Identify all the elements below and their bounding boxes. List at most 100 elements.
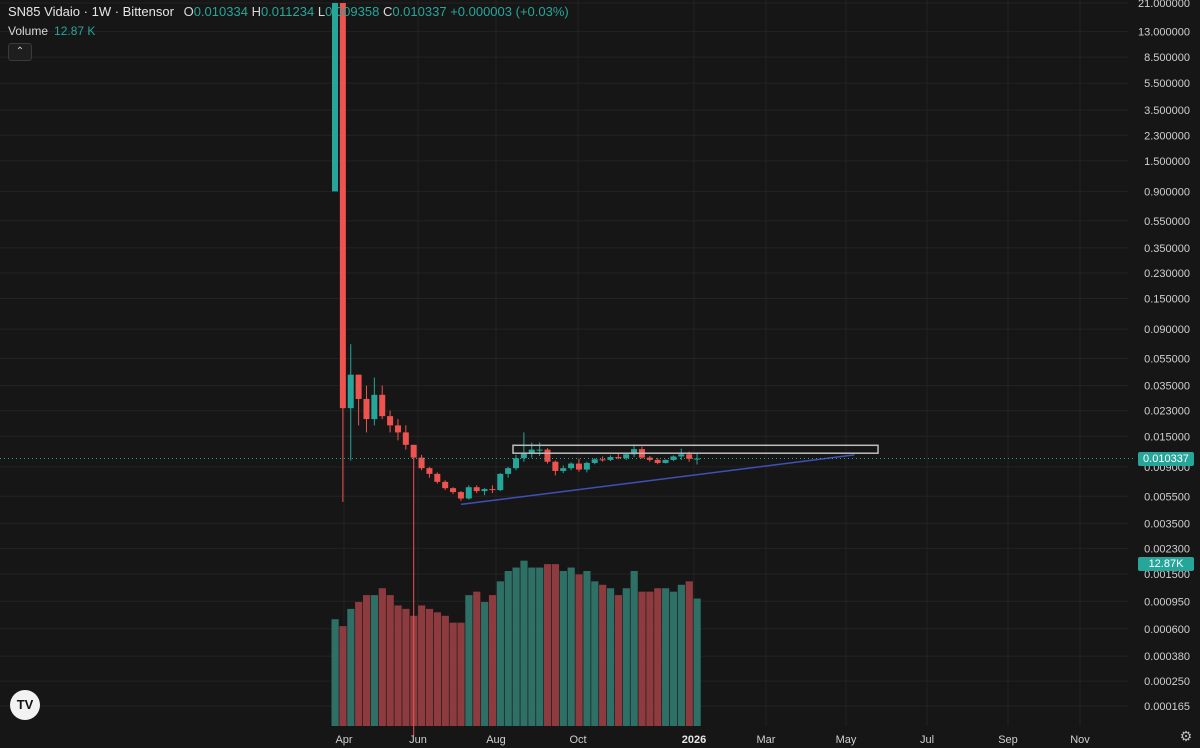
symbol-header: SN85 Vidaio · 1W · Bittensor O0.010334 H… [8,4,569,19]
volume-bar [355,602,363,726]
candle-body [332,3,338,192]
candle-body [631,449,638,455]
close-value: 0.010337 [392,4,447,19]
volume-bar [536,567,544,726]
y-tick-label: 0.000165 [1144,701,1190,713]
x-tick-label: May [836,734,857,746]
volume-label: Volume [8,24,49,38]
x-tick-label: Jul [920,734,934,746]
candle-body [583,462,590,470]
volume-bar [520,560,528,726]
candle-body [481,489,488,492]
volume-bar [433,612,442,726]
symbol-title[interactable]: SN85 Vidaio · 1W · Bittensor [8,4,174,19]
y-tick-label: 0.001500 [1144,569,1190,581]
open-label: O [183,4,194,19]
volume-bar [551,564,560,726]
y-tick-label: 0.150000 [1144,294,1190,306]
rectangle-drawing [512,444,879,454]
candle-body [544,449,551,462]
candle-body [568,463,575,469]
y-tick-label: 0.055000 [1144,354,1190,366]
y-tick-label: 0.550000 [1144,216,1190,228]
volume-bar [488,595,497,726]
volume-bar [630,571,638,726]
volume-bar [599,584,607,726]
open-value: 0.010334 [193,4,248,19]
volume-bar [677,584,685,726]
candle-body [520,453,527,459]
candle-body [347,374,354,409]
tradingview-logo[interactable]: TV [10,690,40,720]
x-tick-label: Apr [335,734,352,746]
gear-icon[interactable]: ⚙ [1179,728,1193,744]
candle-body [339,3,346,409]
volume-bar [339,626,347,726]
volume-bar [646,591,654,726]
low-value: 0.009358 [325,4,380,19]
volume-bar [362,595,371,726]
candle-body [560,468,567,471]
price-axis[interactable]: 21.000000 13.000000 8.500000 5.500000 3.5000… [1138,0,1190,713]
candle-body [489,489,496,491]
y-tick-label: 0.023000 [1144,406,1190,418]
volume-bar [591,581,599,726]
y-tick-label: 21.000000 [1138,0,1190,10]
candle-body [599,459,606,461]
y-tick-label: 0.003500 [1144,518,1190,530]
volume-bars [331,560,701,726]
candle-body [387,416,394,426]
candle-body [426,468,433,474]
volume-bar [543,564,552,726]
candle-body [457,492,464,499]
volume-bar [693,598,701,726]
x-tick-label: Mar [757,734,776,746]
collapse-indicators-button[interactable]: ⌃ [8,43,32,61]
volume-bar [528,567,536,726]
candle-body [536,449,543,451]
volume-bar [654,588,662,726]
candle-body [371,394,378,420]
candle-body [410,444,417,458]
volume-bar [504,571,512,726]
candle-body [686,454,693,459]
volume-bar [575,574,583,726]
candle-body [379,394,386,417]
y-tick-label: 0.230000 [1144,268,1190,280]
x-tick-label: Sep [998,734,1018,746]
candle-body [607,457,614,460]
candle-body [575,463,582,470]
candle-body [591,459,598,463]
candle-body [670,456,677,460]
volume-legend: Volume 12.87 K [8,24,95,38]
y-tick-label: 1.500000 [1144,156,1190,168]
current-price-tag: 0.010337 [1138,451,1194,466]
x-tick-label: Jun [409,734,427,746]
volume-bar [606,588,615,726]
volume-bar [425,608,434,726]
volume-bar [583,571,591,726]
volume-bar [378,588,386,726]
candle-body [694,458,701,460]
candle-body [363,398,370,420]
volume-bar [685,581,693,726]
volume-bar [559,571,567,726]
volume-bar [473,591,481,726]
volume-bar [386,595,394,726]
volume-bar [370,595,379,726]
y-tick-label: 0.000250 [1144,676,1190,688]
x-tick-label: Oct [569,734,586,746]
y-tick-label: 0.005500 [1144,491,1190,503]
volume-bar [481,602,489,726]
y-tick-label: 0.090000 [1144,324,1190,336]
volume-bar [567,567,575,726]
y-tick-label: 0.900000 [1144,186,1190,198]
time-axis[interactable]: Apr Jun Aug Oct 2026 Mar May Jul Sep Nov [335,734,1090,746]
candle-body [552,461,559,471]
low-label: L [317,4,326,19]
candle-body [623,454,630,459]
close-label: C [382,4,393,19]
y-tick-label: 5.500000 [1144,78,1190,90]
candle-body [678,454,685,457]
